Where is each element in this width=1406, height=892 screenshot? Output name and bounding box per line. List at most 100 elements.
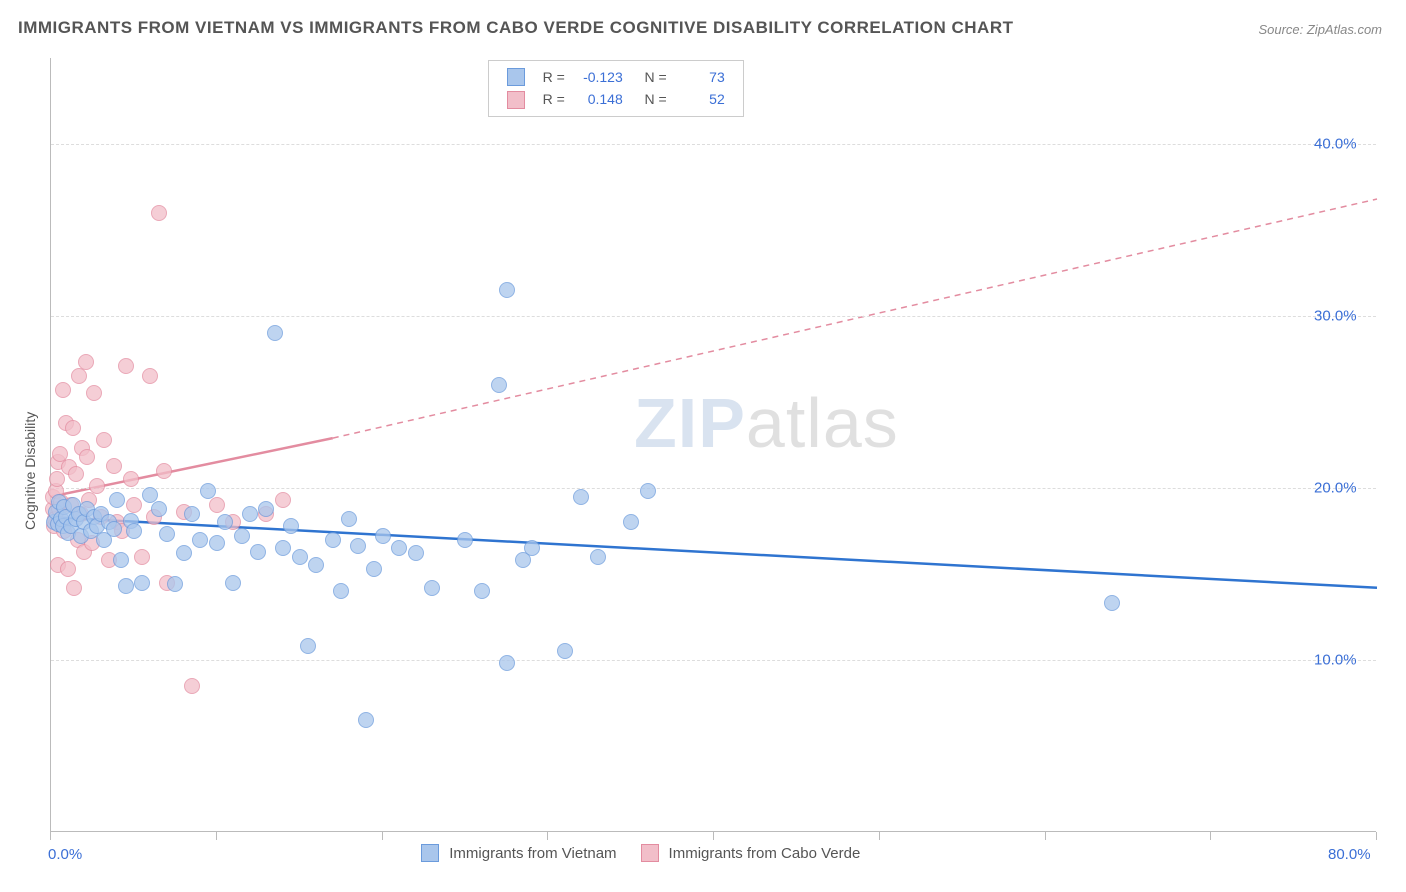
legend-row: R =0.148 N =52: [501, 89, 731, 109]
data-point: [623, 514, 639, 530]
x-tick: [1045, 832, 1046, 840]
data-point: [590, 549, 606, 565]
r-label: R =: [537, 67, 571, 87]
data-point: [499, 655, 515, 671]
plot-area: ZIPatlas: [50, 58, 1376, 832]
legend-swatch: [507, 91, 525, 109]
x-tick: [879, 832, 880, 840]
data-point: [275, 540, 291, 556]
data-point: [457, 532, 473, 548]
legend-label: Immigrants from Cabo Verde: [669, 845, 861, 862]
data-point: [267, 325, 283, 341]
legend-swatch: [421, 844, 439, 862]
data-point: [408, 545, 424, 561]
data-point: [109, 492, 125, 508]
y-axis-label: Cognitive Disability: [22, 412, 38, 530]
data-point: [60, 561, 76, 577]
data-point: [106, 521, 122, 537]
data-point: [524, 540, 540, 556]
chart-title: IMMIGRANTS FROM VIETNAM VS IMMIGRANTS FR…: [18, 18, 1013, 38]
data-point: [250, 544, 266, 560]
data-point: [217, 514, 233, 530]
data-point: [118, 358, 134, 374]
data-point: [134, 549, 150, 565]
data-point: [192, 532, 208, 548]
x-tick: [1210, 832, 1211, 840]
data-point: [325, 532, 341, 548]
x-tick: [713, 832, 714, 840]
data-point: [242, 506, 258, 522]
data-point: [118, 578, 134, 594]
r-value: -0.123: [573, 67, 629, 87]
series-legend: Immigrants from Vietnam Immigrants from C…: [421, 844, 860, 862]
data-point: [1104, 595, 1120, 611]
legend-swatch: [641, 844, 659, 862]
trend-lines-layer: [51, 58, 1377, 832]
data-point: [176, 545, 192, 561]
x-tick: [216, 832, 217, 840]
data-point: [499, 282, 515, 298]
data-point: [366, 561, 382, 577]
r-value: 0.148: [573, 89, 629, 109]
r-label: R =: [537, 89, 571, 109]
data-point: [123, 471, 139, 487]
gridline: [51, 316, 1376, 317]
data-point: [68, 466, 84, 482]
data-point: [292, 549, 308, 565]
data-point: [156, 463, 172, 479]
n-value: 73: [675, 67, 731, 87]
y-tick-label: 20.0%: [1314, 480, 1357, 497]
data-point: [640, 483, 656, 499]
data-point: [151, 501, 167, 517]
data-point: [96, 432, 112, 448]
data-point: [134, 575, 150, 591]
data-point: [159, 526, 175, 542]
data-point: [71, 368, 87, 384]
correlation-legend: R =-0.123 N =73R =0.148 N =52: [488, 60, 744, 117]
legend-item: Immigrants from Vietnam: [421, 844, 616, 862]
legend-label: Immigrants from Vietnam: [449, 845, 616, 862]
data-point: [89, 478, 105, 494]
legend-row: R =-0.123 N =73: [501, 67, 731, 87]
legend-item: Immigrants from Cabo Verde: [641, 844, 861, 862]
data-point: [491, 377, 507, 393]
data-point: [308, 557, 324, 573]
data-point: [275, 492, 291, 508]
n-label: N =: [631, 67, 673, 87]
data-point: [300, 638, 316, 654]
data-point: [209, 497, 225, 513]
data-point: [79, 449, 95, 465]
y-tick-label: 40.0%: [1314, 136, 1357, 153]
data-point: [234, 528, 250, 544]
data-point: [184, 506, 200, 522]
data-point: [167, 576, 183, 592]
data-point: [573, 489, 589, 505]
data-point: [49, 471, 65, 487]
data-point: [113, 552, 129, 568]
data-point: [126, 497, 142, 513]
data-point: [258, 501, 274, 517]
data-point: [424, 580, 440, 596]
n-label: N =: [631, 89, 673, 109]
data-point: [106, 458, 122, 474]
x-tick: [382, 832, 383, 840]
data-point: [209, 535, 225, 551]
data-point: [66, 580, 82, 596]
y-tick-label: 30.0%: [1314, 308, 1357, 325]
data-point: [350, 538, 366, 554]
legend-swatch: [507, 68, 525, 86]
data-point: [358, 712, 374, 728]
x-min-label: 0.0%: [48, 846, 82, 863]
data-point: [86, 385, 102, 401]
data-point: [55, 382, 71, 398]
data-point: [333, 583, 349, 599]
x-tick: [1376, 832, 1377, 840]
data-point: [151, 205, 167, 221]
data-point: [78, 354, 94, 370]
data-point: [225, 575, 241, 591]
y-tick-label: 10.0%: [1314, 652, 1357, 669]
n-value: 52: [675, 89, 731, 109]
data-point: [341, 511, 357, 527]
x-tick: [547, 832, 548, 840]
data-point: [126, 523, 142, 539]
